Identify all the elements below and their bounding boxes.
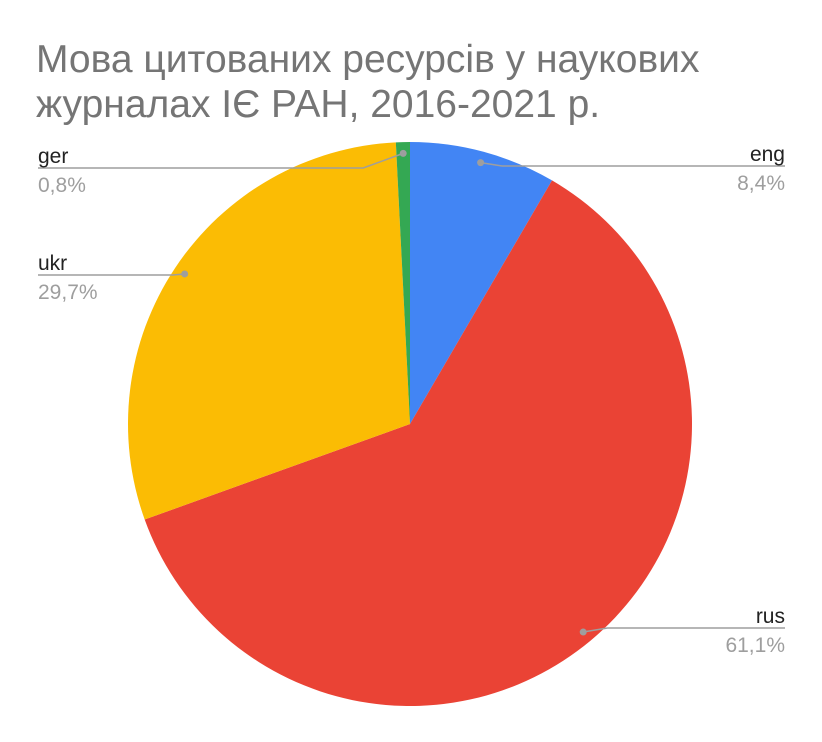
- data-label: 61,1%: [725, 634, 785, 657]
- legend-label: ger: [38, 145, 68, 168]
- chart-title: Мова цитованих ресурсів у наукових: [36, 38, 700, 81]
- pie-slice: [410, 142, 553, 424]
- leader-line: [38, 273, 185, 276]
- legend-label: eng: [750, 143, 785, 166]
- legend-label: rus: [756, 605, 785, 628]
- leader-dot: [181, 270, 189, 278]
- chart-title: журналах ІЄ РАН, 2016-2021 р.: [36, 83, 600, 126]
- leader-dot: [579, 628, 587, 636]
- data-label: 0,8%: [38, 174, 86, 197]
- pie-slice: [144, 180, 692, 707]
- data-label: 8,4%: [737, 172, 785, 195]
- leader-dot: [399, 149, 407, 157]
- data-label: 29,7%: [38, 281, 98, 304]
- legend-label: ukr: [38, 252, 67, 275]
- leader-dot: [477, 159, 485, 167]
- pie-slice: [395, 142, 410, 424]
- pie-slice: [127, 142, 411, 520]
- leader-line: [38, 152, 404, 169]
- leader-line: [583, 627, 785, 633]
- leader-line: [480, 161, 785, 167]
